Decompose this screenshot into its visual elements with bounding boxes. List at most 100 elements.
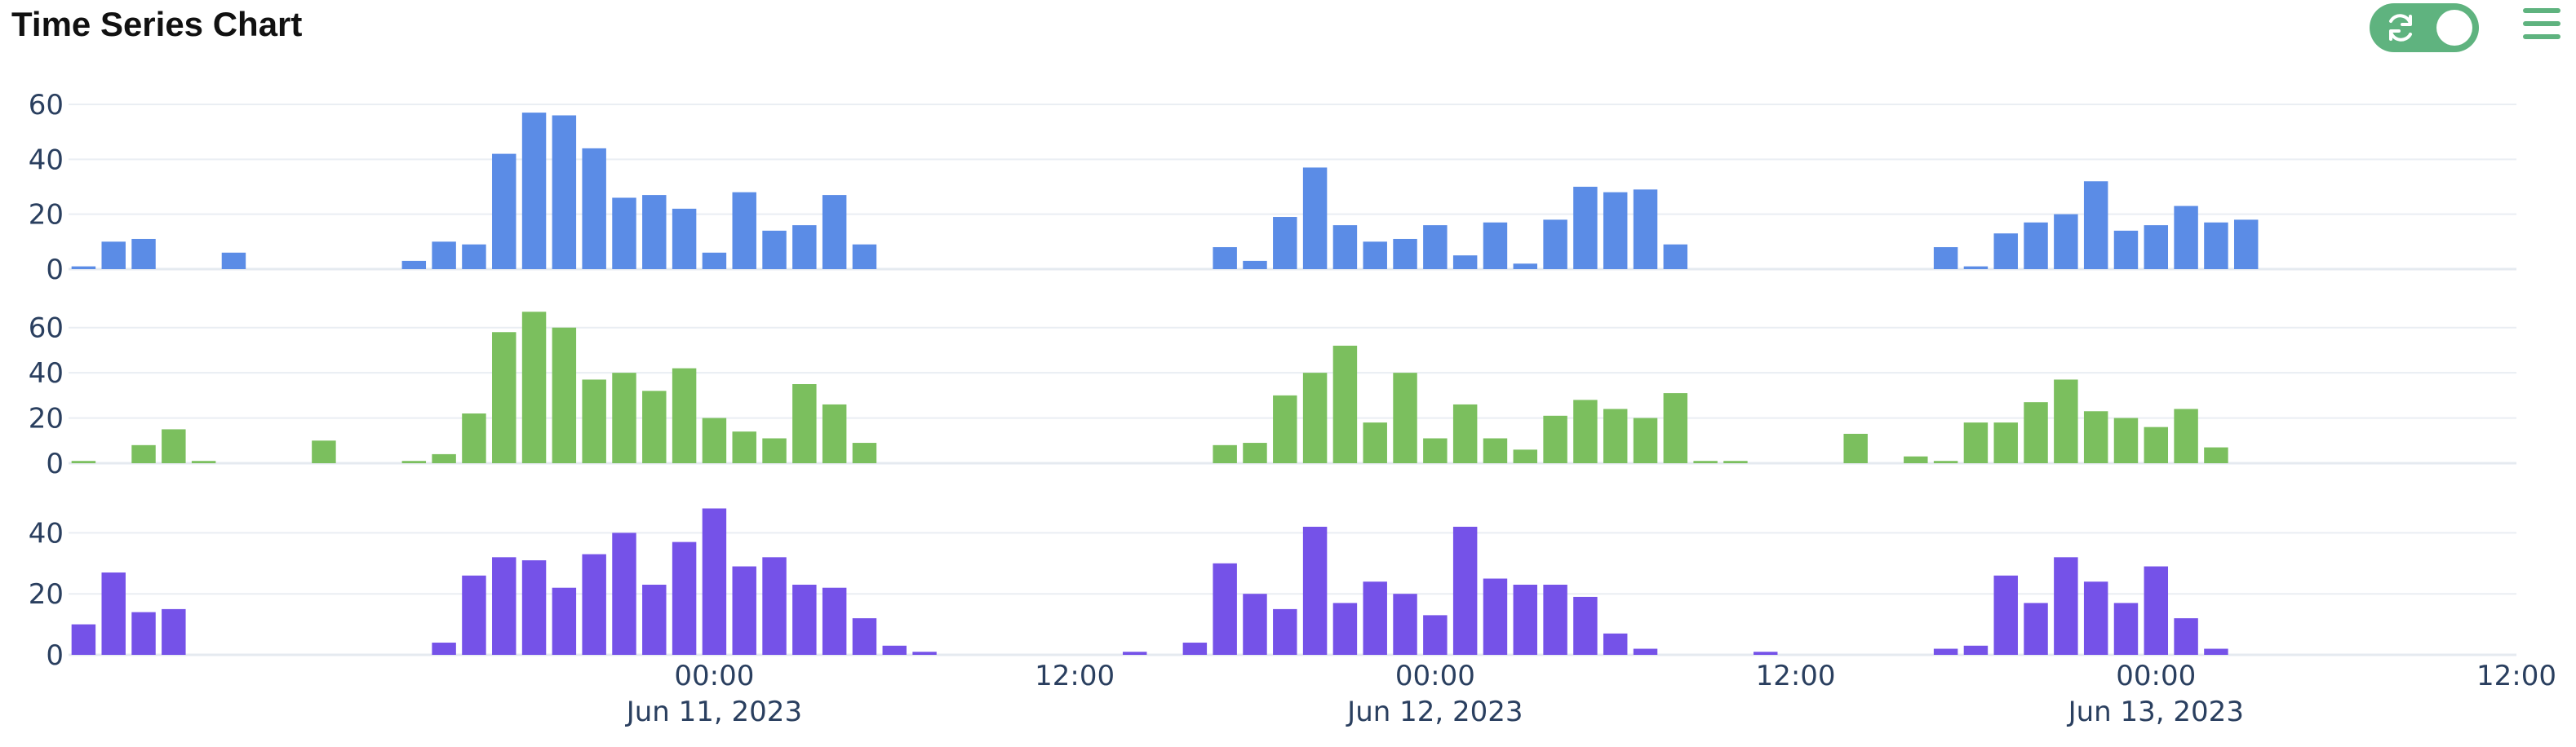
y-tick-label: 40 xyxy=(29,517,64,550)
bar xyxy=(762,438,787,463)
bar xyxy=(462,413,486,463)
bar xyxy=(1633,418,1658,463)
bar xyxy=(2113,603,2139,655)
y-tick-label: 0 xyxy=(46,448,64,480)
bar xyxy=(1933,648,1958,655)
bar xyxy=(1302,373,1328,463)
bar xyxy=(1633,189,1658,269)
bar xyxy=(1273,608,1297,655)
bar xyxy=(912,652,937,655)
bar xyxy=(1332,225,1358,269)
bar xyxy=(792,584,817,655)
bar xyxy=(1483,438,1508,463)
x-tick-label: 00:00 xyxy=(2116,660,2196,692)
bar xyxy=(2144,427,2169,463)
bar xyxy=(2204,222,2228,269)
bar xyxy=(1963,645,1989,655)
bar xyxy=(792,384,817,463)
bar xyxy=(1663,244,1688,269)
y-tick-label: 60 xyxy=(29,312,64,345)
bar xyxy=(732,431,756,463)
bar xyxy=(2113,418,2139,463)
bar xyxy=(131,612,156,655)
bar xyxy=(642,584,667,655)
bar xyxy=(852,443,877,463)
bar xyxy=(2083,411,2108,463)
bar xyxy=(401,260,427,269)
bar xyxy=(2204,447,2228,463)
bar xyxy=(732,566,756,655)
bar xyxy=(1963,266,1989,269)
x-tick-date-label: Jun 12, 2023 xyxy=(1346,696,1523,728)
bar xyxy=(1933,461,1958,463)
x-tick-label: 12:00 xyxy=(2476,660,2556,692)
time-series-chart: 0 20 40 60 0 20 40 60 0 20 40 00:00 Jun 11, 2023 12:0… xyxy=(29,89,2556,728)
bar xyxy=(432,453,456,463)
bar xyxy=(1423,225,1448,269)
bar xyxy=(462,244,486,269)
bar xyxy=(1693,461,1718,463)
bar xyxy=(191,461,216,463)
bar xyxy=(882,645,907,655)
bar xyxy=(1363,241,1387,269)
bar xyxy=(672,541,697,655)
bar xyxy=(2144,566,2169,655)
bar xyxy=(492,332,517,463)
bar xyxy=(521,312,547,463)
bar xyxy=(822,587,847,655)
y-tick-label: 0 xyxy=(46,639,64,672)
bar xyxy=(2174,409,2198,463)
x-tick-date-label: Jun 13, 2023 xyxy=(2067,696,2244,728)
bar xyxy=(1332,345,1358,463)
bar xyxy=(1393,373,1417,463)
bar xyxy=(1603,192,1628,269)
bar xyxy=(521,560,547,655)
bar xyxy=(1993,233,2018,269)
bar xyxy=(1573,400,1598,463)
bar xyxy=(2024,402,2048,463)
bar xyxy=(1452,255,1478,269)
bar xyxy=(1273,395,1297,463)
bar xyxy=(702,252,727,269)
bar xyxy=(582,148,606,269)
refresh-icon xyxy=(2389,14,2412,42)
bar xyxy=(1963,422,1989,463)
bar xyxy=(1363,422,1387,463)
x-tick-label: 12:00 xyxy=(1756,660,1836,692)
bar xyxy=(672,208,697,269)
bar xyxy=(71,461,96,463)
bar xyxy=(2054,379,2078,463)
bar xyxy=(762,230,787,269)
y-tick-label: 40 xyxy=(29,357,64,390)
bar xyxy=(2054,557,2078,655)
bar xyxy=(1243,443,1267,463)
toggle-knob xyxy=(2436,10,2472,46)
header: Time Series Chart xyxy=(0,0,2576,65)
bar xyxy=(101,572,126,655)
auto-refresh-toggle[interactable] xyxy=(2370,3,2479,52)
bar xyxy=(432,643,456,655)
bar xyxy=(762,557,787,655)
bar xyxy=(672,368,697,463)
bar xyxy=(1123,652,1147,655)
bar xyxy=(1393,594,1417,655)
bar xyxy=(612,197,636,269)
bar xyxy=(822,404,847,463)
bar xyxy=(1213,563,1237,655)
bar xyxy=(1213,247,1237,269)
bar xyxy=(1993,422,2018,463)
bar xyxy=(582,379,606,463)
bar xyxy=(1423,438,1448,463)
page-title: Time Series Chart xyxy=(11,5,303,43)
bar xyxy=(732,192,756,269)
y-tick-label: 20 xyxy=(29,403,64,435)
bar xyxy=(492,557,517,655)
bar xyxy=(492,153,517,269)
bar xyxy=(2204,648,2228,655)
bar xyxy=(612,533,636,655)
bar xyxy=(552,115,577,269)
x-tick-label: 12:00 xyxy=(1035,660,1115,692)
bar xyxy=(2024,222,2048,269)
hamburger-menu-icon[interactable] xyxy=(2521,5,2562,46)
y-tick-label: 60 xyxy=(29,89,64,122)
